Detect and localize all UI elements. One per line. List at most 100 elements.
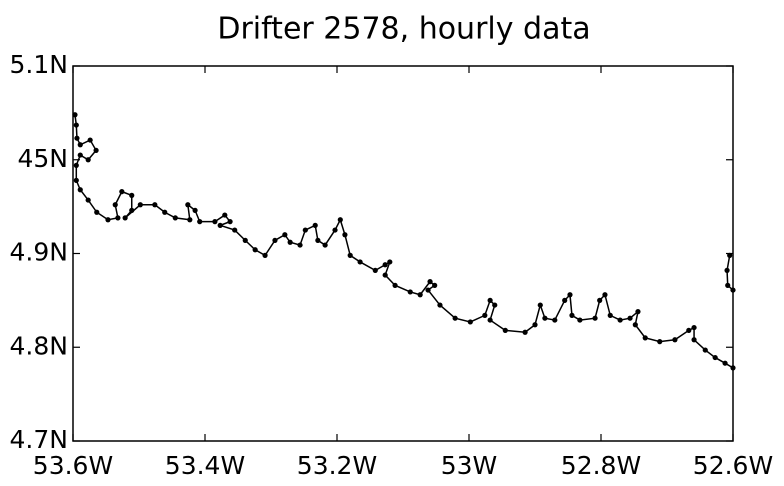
track-point <box>315 237 321 243</box>
track-point <box>129 192 135 198</box>
track-point <box>691 337 697 343</box>
track-point <box>727 252 733 258</box>
track-point <box>297 242 303 248</box>
track-point <box>382 262 388 268</box>
track-point <box>725 282 731 288</box>
track-point <box>417 292 423 298</box>
track-point <box>425 287 431 293</box>
track-point <box>222 212 228 218</box>
track-point <box>337 217 343 223</box>
track-point <box>152 202 158 208</box>
track-point <box>282 232 288 238</box>
track-point <box>77 187 83 193</box>
track-point <box>122 215 128 221</box>
plot-frame <box>72 65 734 442</box>
x-tick-label: 52.6W <box>693 451 773 480</box>
track-point <box>567 292 573 298</box>
track-point <box>730 365 736 371</box>
track-point <box>232 227 238 233</box>
track-point <box>312 222 318 228</box>
track-point <box>85 197 91 203</box>
track-point <box>562 297 568 303</box>
track-point <box>642 335 648 341</box>
track-point <box>192 207 198 213</box>
track-point <box>542 315 548 321</box>
track-point <box>242 237 248 243</box>
track-point <box>93 147 99 153</box>
y-tick-label: 5.1N <box>10 50 68 79</box>
track-point <box>347 252 353 258</box>
track-point <box>302 227 308 233</box>
track-point <box>427 279 433 285</box>
track-point <box>357 259 363 265</box>
track-point <box>85 157 91 163</box>
track-point <box>287 239 293 245</box>
track-point <box>617 317 623 323</box>
track-point <box>632 322 638 328</box>
y-tick-label: 4.8N <box>10 331 68 360</box>
y-tick-label: 45N <box>17 144 68 173</box>
track-point <box>569 312 575 318</box>
track-point <box>672 337 678 343</box>
track-point <box>74 135 80 141</box>
track-point <box>522 329 528 335</box>
y-tick-label: 4.9N <box>10 238 68 267</box>
track-point <box>702 347 708 353</box>
x-tick-label: 53W <box>441 451 498 480</box>
track-point <box>492 302 498 308</box>
track-point <box>452 315 458 321</box>
track-point <box>112 202 118 208</box>
track-point <box>552 317 558 323</box>
track-point <box>187 217 193 223</box>
track-point <box>467 319 473 325</box>
track-point <box>94 209 100 215</box>
track-point <box>487 297 493 303</box>
track-point <box>217 222 223 228</box>
track-point <box>252 247 258 253</box>
track-point <box>105 217 111 223</box>
track-point <box>129 207 135 213</box>
x-tick-label: 53.2W <box>297 451 377 480</box>
track-point <box>197 219 203 225</box>
track-point <box>262 252 268 258</box>
track-point <box>137 202 143 208</box>
track-point <box>73 122 79 128</box>
track-point <box>482 312 488 318</box>
track-point <box>115 215 121 221</box>
track-point <box>72 112 78 118</box>
track-point <box>119 189 125 195</box>
x-tick-label: 53.4W <box>165 451 245 480</box>
track-point <box>730 287 736 293</box>
track-point <box>73 177 79 183</box>
track-point <box>691 324 697 331</box>
track-point <box>592 315 598 321</box>
track-line <box>74 114 734 369</box>
track-point <box>502 327 508 333</box>
track-point <box>635 309 641 315</box>
track-point <box>686 327 692 333</box>
track-point <box>272 237 278 243</box>
track-point <box>407 289 413 295</box>
track-point <box>657 339 663 345</box>
x-tick-label: 52.8W <box>561 451 641 480</box>
track-point <box>227 219 233 225</box>
track-point <box>537 302 543 308</box>
x-tick-label: 53.6W <box>33 451 113 480</box>
track-point <box>77 142 83 148</box>
track-point <box>382 272 388 278</box>
track-point <box>392 282 398 288</box>
track-point <box>322 242 328 248</box>
track-point <box>372 267 378 273</box>
track-point <box>577 317 583 323</box>
track-point <box>602 292 608 298</box>
track-point <box>332 227 338 233</box>
track-point <box>212 219 218 225</box>
track-point <box>162 209 168 215</box>
track-point <box>532 322 538 328</box>
track-point <box>185 202 191 208</box>
track-point <box>77 152 83 158</box>
track-point <box>387 259 393 265</box>
track-point <box>73 162 79 168</box>
track-point <box>172 215 178 221</box>
